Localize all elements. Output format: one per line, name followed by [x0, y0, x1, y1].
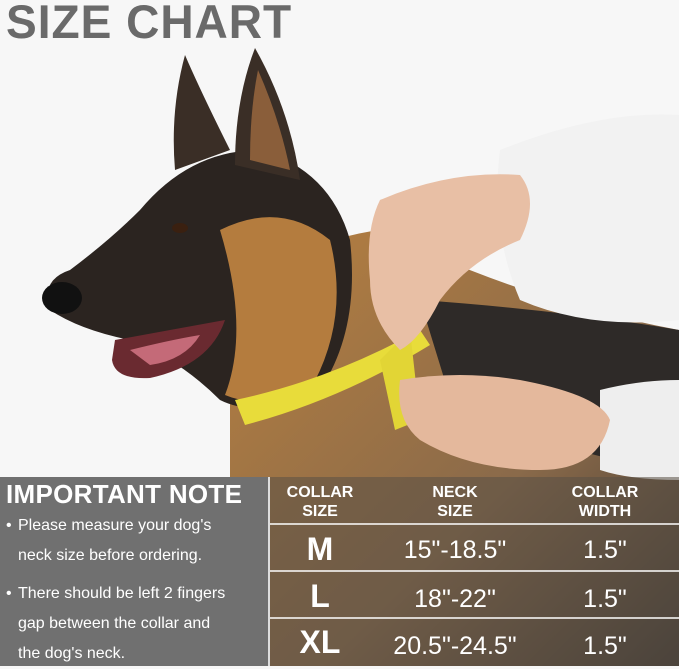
important-note-panel: IMPORTANT NOTE •Please measure your dog'… — [0, 477, 268, 666]
dog-eye — [172, 223, 188, 233]
note-bullet: •There should be left 2 fingers gap betw… — [6, 579, 268, 669]
note-heading: IMPORTANT NOTE — [6, 479, 242, 510]
row-divider — [270, 617, 679, 619]
dog-nose — [42, 282, 82, 314]
row-divider — [270, 523, 679, 525]
sleeve — [600, 380, 679, 480]
page-title: SIZE CHART — [6, 0, 292, 49]
note-bullet: •Please measure your dog's neck size bef… — [6, 511, 268, 571]
row-divider — [270, 570, 679, 572]
dog-ear — [174, 55, 230, 170]
